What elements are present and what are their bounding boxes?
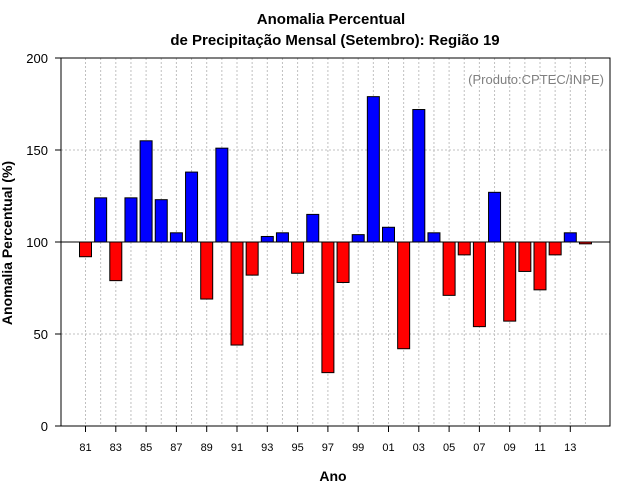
x-tick-label: 01 <box>382 442 394 454</box>
x-tick-label: 99 <box>352 442 364 454</box>
chart-title-line2: de Precipitação Mensal (Setembro): Regiã… <box>170 32 499 49</box>
credit-text: (Produto:CPTEC/INPE) <box>468 72 604 87</box>
x-tick-label: 85 <box>140 442 152 454</box>
bar-2001 <box>382 226 395 243</box>
bar-1991 <box>230 241 244 346</box>
y-tick-label: 50 <box>34 327 48 342</box>
bar-2002 <box>397 241 411 350</box>
y-tick-label: 200 <box>26 51 48 66</box>
bar-1988 <box>185 171 199 243</box>
x-tick-label: 09 <box>504 442 516 454</box>
bar-1998 <box>336 241 350 283</box>
x-tick-label: 07 <box>473 442 485 454</box>
y-axis: 0 50 100 150 200 <box>26 51 61 434</box>
bar-1984 <box>124 197 138 243</box>
bar-1999 <box>351 234 365 243</box>
x-tick-label: 83 <box>110 442 122 454</box>
bar-1996 <box>306 213 320 243</box>
x-tick-label: 97 <box>322 442 334 454</box>
chart-title-line1: Anomalia Percentual <box>257 11 405 28</box>
bars <box>79 96 592 374</box>
x-tick-label: 95 <box>291 442 303 454</box>
bar-1990 <box>215 147 229 243</box>
bar-2012 <box>548 241 562 256</box>
bar-1989 <box>200 241 214 300</box>
y-axis-title: Anomalia Percentual (%) <box>0 161 15 325</box>
bar-1986 <box>154 199 168 243</box>
bar-1997 <box>321 241 335 374</box>
x-tick-label: 81 <box>79 442 91 454</box>
bar-1992 <box>245 241 259 276</box>
bar-2011 <box>533 241 547 291</box>
x-tick-label: 93 <box>261 442 273 454</box>
bar-1994 <box>275 232 289 243</box>
y-tick-label: 0 <box>41 419 48 434</box>
bar-2013 <box>563 232 577 243</box>
bar-1987 <box>169 232 183 243</box>
bar-2010 <box>518 241 532 272</box>
x-tick-label: 05 <box>443 442 455 454</box>
y-tick-label: 100 <box>26 235 48 250</box>
bar-2008 <box>488 191 502 243</box>
bar-1985 <box>139 140 153 243</box>
bar-2009 <box>503 241 517 322</box>
bar-2003 <box>412 109 426 243</box>
bar-2000 <box>366 96 380 243</box>
y-tick-label: 150 <box>26 143 48 158</box>
bar-1981 <box>79 241 92 258</box>
x-tick-label: 89 <box>201 442 213 454</box>
x-axis: 81 83 85 87 89 91 93 95 97 99 01 03 05 07 09 11 13 <box>79 426 576 454</box>
x-tick-label: 13 <box>564 442 576 454</box>
x-tick-label: 91 <box>231 442 243 454</box>
bar-1993 <box>260 235 274 243</box>
x-tick-label: 03 <box>413 442 425 454</box>
bar-2006 <box>457 241 471 256</box>
bar-2004 <box>427 232 441 243</box>
bar-1983 <box>109 241 123 282</box>
bar-1982 <box>94 197 108 243</box>
x-tick-label: 87 <box>170 442 182 454</box>
x-tick-label: 11 <box>534 442 545 454</box>
x-axis-title: Ano <box>319 468 346 484</box>
bar-2007 <box>472 241 486 328</box>
bar-2005 <box>442 241 456 296</box>
bar-1995 <box>291 241 305 274</box>
